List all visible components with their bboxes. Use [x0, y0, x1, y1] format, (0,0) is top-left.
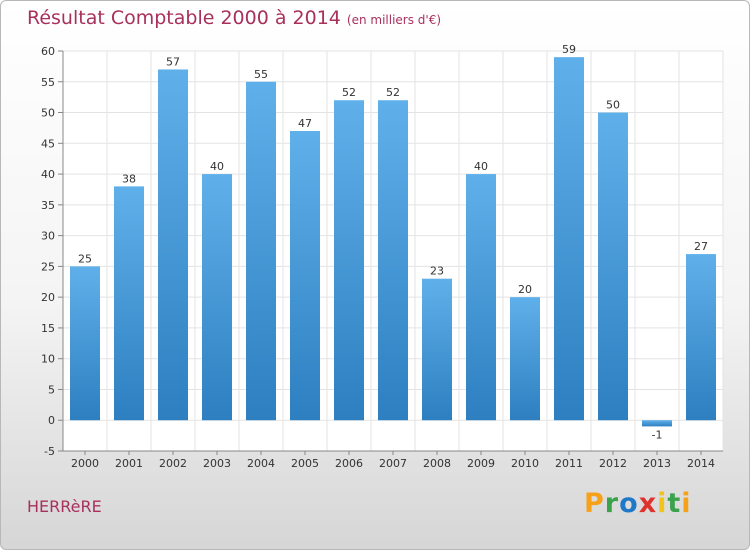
value-label-2008: 23 — [430, 265, 444, 278]
y-tick-label: 35 — [41, 199, 55, 212]
bar-2003 — [202, 174, 232, 421]
y-tick-label: 60 — [41, 45, 55, 58]
logo-letter: i — [657, 488, 668, 519]
value-label-2013: -1 — [652, 428, 663, 441]
y-tick-label: 40 — [41, 168, 55, 181]
y-tick-label: 25 — [41, 260, 55, 273]
y-tick-label: 15 — [41, 322, 55, 335]
bar-2010 — [510, 297, 540, 421]
x-tick-label-2004: 2004 — [247, 457, 275, 470]
bars — [70, 57, 716, 427]
x-tick-label-2011: 2011 — [555, 457, 583, 470]
x-tick-label-2012: 2012 — [599, 457, 627, 470]
y-tick-label: 20 — [41, 291, 55, 304]
logo-letter: x — [638, 488, 658, 519]
x-tick-label-2006: 2006 — [335, 457, 363, 470]
x-tick-label-2008: 2008 — [423, 457, 451, 470]
logo-letter: o — [619, 488, 639, 519]
value-label-2011: 59 — [562, 43, 576, 56]
value-label-2006: 52 — [342, 86, 356, 99]
value-label-2002: 57 — [166, 55, 180, 68]
bar-2011 — [554, 57, 584, 421]
x-tick-label-2014: 2014 — [687, 457, 715, 470]
value-label-2000: 25 — [78, 252, 92, 265]
x-tick-label-2010: 2010 — [511, 457, 539, 470]
x-tick-label-2002: 2002 — [159, 457, 187, 470]
x-tick-label-2009: 2009 — [467, 457, 495, 470]
logo-letter: P — [584, 488, 605, 519]
value-label-2003: 40 — [210, 160, 224, 173]
x-tick-label-2000: 2000 — [71, 457, 99, 470]
logo-letter: r — [604, 488, 620, 519]
y-tick-label: 10 — [41, 353, 55, 366]
x-tick-label-2013: 2013 — [643, 457, 671, 470]
value-label-2001: 38 — [122, 172, 136, 185]
value-label-2012: 50 — [606, 99, 620, 112]
chart-title-text: Résultat Comptable 2000 à 2014 — [27, 7, 341, 29]
axes: -5 0 5 10 15 20 25 30 35 40 45 50 55 60 2000 2001 2002 20… — [41, 45, 723, 470]
value-labels: 25 38 57 40 55 47 52 52 23 40 20 59 50 -1 27 — [78, 43, 708, 441]
y-tick-label: 0 — [48, 414, 55, 427]
bar-2012 — [598, 112, 628, 421]
bar-2004 — [246, 81, 276, 421]
y-tick-label: -5 — [44, 445, 55, 458]
value-label-2004: 55 — [254, 68, 268, 81]
bar-2001 — [114, 186, 144, 421]
value-label-2009: 40 — [474, 160, 488, 173]
y-tick-label: 30 — [41, 230, 55, 243]
chart-subtitle: (en milliers d'€) — [346, 13, 442, 27]
value-label-2005: 47 — [298, 117, 312, 130]
value-label-2010: 20 — [518, 283, 532, 296]
x-tick-label-2007: 2007 — [379, 457, 407, 470]
value-label-2007: 52 — [386, 86, 400, 99]
bar-2005 — [290, 131, 320, 421]
y-tick-label: 5 — [48, 383, 55, 396]
y-tick-label: 50 — [41, 107, 55, 120]
bar-2006 — [334, 100, 364, 421]
y-tick-label: 45 — [41, 137, 55, 150]
y-tick-label: 55 — [41, 76, 55, 89]
bar-2002 — [158, 69, 188, 421]
bar-2013 — [642, 420, 672, 427]
proxiti-logo: Proxiti — [584, 488, 692, 519]
value-label-2014: 27 — [694, 240, 708, 253]
x-tick-label-2005: 2005 — [291, 457, 319, 470]
logo-letter: t — [667, 488, 682, 519]
commune-name: HERRèRE — [27, 497, 102, 516]
x-tick-label-2001: 2001 — [115, 457, 143, 470]
bar-2007 — [378, 100, 408, 421]
bar-2000 — [70, 266, 100, 421]
bar-2009 — [466, 174, 496, 421]
logo-letter: i — [681, 488, 692, 519]
bar-2014 — [686, 254, 716, 421]
chart-title: Résultat Comptable 2000 à 2014 (en millie… — [27, 7, 441, 29]
x-tick-label-2003: 2003 — [203, 457, 231, 470]
bar-2008 — [422, 278, 452, 421]
